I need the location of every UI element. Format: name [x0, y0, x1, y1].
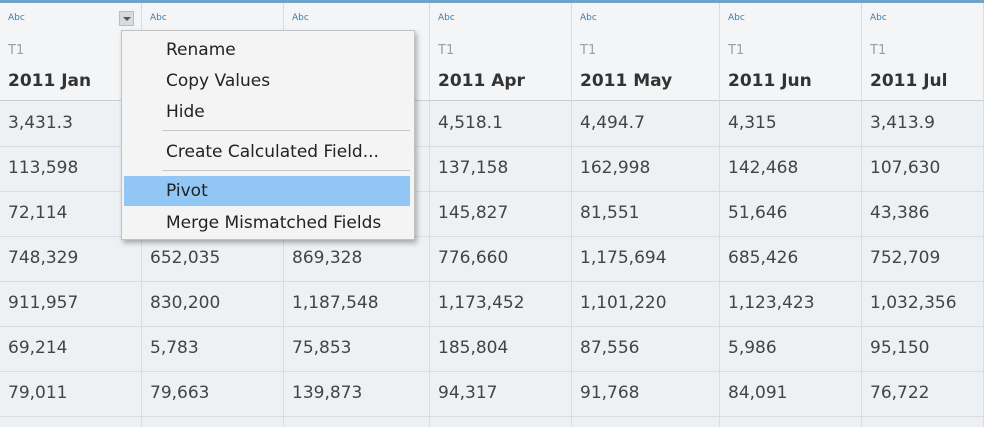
column-type: Abc	[292, 13, 309, 23]
column-name: 2011 Apr	[438, 71, 525, 91]
menu-item[interactable]: Merge Mismatched Fields	[166, 213, 382, 233]
cell: 142,468	[728, 158, 799, 178]
menu-item[interactable]: Create Calculated Field...	[166, 142, 379, 162]
cell: 869,328	[292, 248, 363, 268]
column-source: T1	[580, 43, 597, 58]
cell: 185,804	[438, 338, 509, 358]
cell: 72,114	[8, 203, 68, 223]
cell: 91,768	[580, 383, 640, 403]
column-name: 2011 Jul	[870, 71, 948, 91]
cell: 685,426	[728, 248, 799, 268]
cell: 51,646	[728, 203, 788, 223]
menu-item[interactable]: Rename	[166, 40, 236, 60]
cell: 1,187,548	[292, 293, 379, 313]
context-menu: Rename Copy Values Hide Create Calculated F…	[121, 30, 415, 240]
column-header[interactable]: Abc T1 2011 Jun	[720, 3, 861, 101]
cell: 1,175,694	[580, 248, 667, 268]
row-divider	[0, 326, 984, 327]
column-type: Abc	[870, 13, 887, 23]
cell: 79,011	[8, 383, 68, 403]
menu-item[interactable]: Hide	[166, 102, 205, 122]
cell: 4,315	[728, 113, 777, 133]
cell: 1,032,356	[870, 293, 957, 313]
column: Abc T1 2011 May 4,494.7 162,998 81,551 1,175,6…	[572, 3, 720, 427]
cell: 1,123,423	[728, 293, 815, 313]
column-type: Abc	[580, 13, 597, 23]
cell: 776,660	[438, 248, 509, 268]
cell: 1,101,220	[580, 293, 667, 313]
column-header[interactable]: Abc T1 2011 Jul	[862, 3, 983, 101]
column-source: T1	[870, 43, 887, 58]
row-divider	[0, 146, 984, 147]
column-source: T1	[8, 43, 25, 58]
cell: 69,214	[8, 338, 68, 358]
cell: 5,783	[150, 338, 199, 358]
cell: 3,431.3	[8, 113, 73, 133]
column-header[interactable]: Abc T1 2011 Jan	[0, 3, 141, 101]
cell: 145,827	[438, 203, 509, 223]
row-divider	[0, 371, 984, 372]
cell: 4,494.7	[580, 113, 645, 133]
column-name: 2011 Jan	[8, 71, 92, 91]
cell: 81,551	[580, 203, 640, 223]
menu-item[interactable]: Pivot	[124, 176, 410, 206]
column-name: 2011 Jun	[728, 71, 812, 91]
column-menu-button[interactable]	[119, 11, 134, 26]
cell: 79,663	[150, 383, 210, 403]
cell: 95,150	[870, 338, 930, 358]
column-type: Abc	[150, 13, 167, 23]
menu-separator	[162, 130, 410, 131]
cell: 652,035	[150, 248, 221, 268]
cell: 75,853	[292, 338, 352, 358]
column-type: Abc	[438, 13, 455, 23]
column: Abc T1 2011 Apr 4,518.1 137,158 145,827 776,66…	[430, 3, 572, 427]
cell: 162,998	[580, 158, 651, 178]
column: Abc T1 2011 Jul 3,413.9 107,630 43,386 752,709…	[862, 3, 984, 427]
menu-separator	[162, 170, 410, 171]
cell: 87,556	[580, 338, 640, 358]
column-source: T1	[728, 43, 745, 58]
row-divider	[0, 281, 984, 282]
cell: 4,518.1	[438, 113, 503, 133]
column-type: Abc	[8, 13, 25, 23]
cell: 830,200	[150, 293, 221, 313]
cell: 752,709	[870, 248, 941, 268]
cell: 748,329	[8, 248, 79, 268]
cell: 107,630	[870, 158, 941, 178]
cell: 43,386	[870, 203, 930, 223]
column: Abc T1 2011 Jan 3,431.3 113,598 72,114 748,329…	[0, 3, 142, 427]
cell: 1,173,452	[438, 293, 525, 313]
cell: 76,722	[870, 383, 930, 403]
column-header[interactable]: Abc T1 2011 Apr	[430, 3, 571, 101]
cell: 3,413.9	[870, 113, 935, 133]
cell: 113,598	[8, 158, 79, 178]
cell: 84,091	[728, 383, 788, 403]
column: Abc T1 2011 Jun 4,315 142,468 51,646 685,426 1,…	[720, 3, 862, 427]
column-source: T1	[438, 43, 455, 58]
row-divider	[0, 236, 984, 237]
cell: 94,317	[438, 383, 498, 403]
cell: 5,986	[728, 338, 777, 358]
cell: 139,873	[292, 383, 363, 403]
row-divider	[0, 416, 984, 417]
cell: 137,158	[438, 158, 509, 178]
column-header[interactable]: Abc T1 2011 May	[572, 3, 719, 101]
column-name: 2011 May	[580, 71, 673, 91]
cell: 911,957	[8, 293, 79, 313]
row-divider	[0, 191, 984, 192]
menu-item[interactable]: Copy Values	[166, 71, 271, 91]
column-type: Abc	[728, 13, 745, 23]
